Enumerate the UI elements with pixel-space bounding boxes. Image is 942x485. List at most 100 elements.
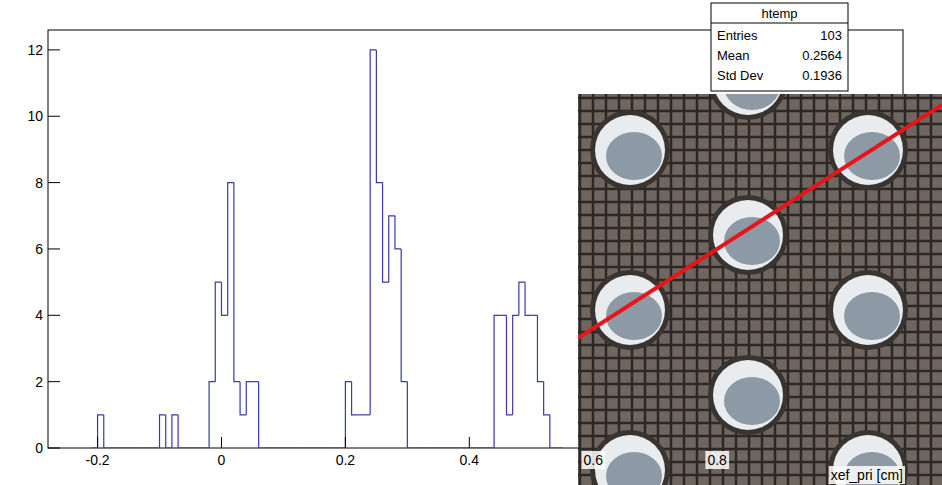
hist-bin [110, 447, 116, 448]
photo-hole-inner [606, 132, 662, 180]
photo-hole [713, 94, 783, 115]
hist-bin [160, 415, 166, 448]
hist-bin [191, 447, 197, 448]
photo-hole-rim [708, 195, 788, 275]
y-tick [48, 116, 60, 117]
x-tick [345, 437, 346, 448]
x-tick-label: 0.2 [336, 452, 356, 468]
photo-grid [800, 94, 803, 485]
photo [578, 94, 942, 485]
hist-bin [544, 382, 550, 415]
hist-bin [314, 447, 320, 448]
hist-bin [327, 447, 333, 448]
hist-bin [476, 447, 482, 448]
hist-bin [104, 415, 110, 448]
stats-box [711, 3, 848, 91]
hist-bin [302, 447, 308, 448]
hist-bin [265, 447, 271, 448]
hist-bin [296, 447, 302, 448]
photo-grid [709, 94, 712, 485]
hist-bin [321, 447, 327, 448]
chart: 024681012-0.200.20.40.60.8xef_pri [cm]ht… [0, 0, 942, 485]
photo-grid [787, 94, 790, 485]
y-tick-label: 2 [35, 374, 43, 390]
stats-label: Mean [717, 48, 750, 63]
hist-bin [215, 282, 221, 382]
photo-hole [713, 360, 783, 430]
photo-grid [826, 94, 829, 485]
x-axis-title: xef_pri [cm] [831, 467, 903, 483]
photo-grid [683, 94, 686, 485]
y-tick [48, 248, 60, 249]
hist-bin [438, 447, 444, 448]
hist-bin [203, 447, 209, 448]
photo-grid [774, 94, 777, 485]
hist-bin [389, 216, 395, 282]
hist-bin [209, 382, 215, 448]
hist-bin [277, 447, 283, 448]
y-tick [48, 315, 60, 316]
hist-bin [556, 447, 562, 448]
hist-bin [482, 447, 488, 448]
y-tick-label: 4 [35, 307, 43, 323]
hist-bin [129, 447, 135, 448]
y-tick-label: 10 [27, 108, 43, 124]
hist-bin [370, 50, 376, 415]
photo-grid [917, 94, 920, 485]
hist-bin [395, 216, 401, 249]
hist-bin [451, 447, 457, 448]
hist-bin [358, 414, 364, 415]
hist-bin [172, 415, 178, 448]
photo-hole-inner [844, 292, 900, 340]
hist-bin [488, 447, 494, 448]
y-tick-label: 8 [35, 175, 43, 191]
hist-bin [401, 249, 407, 382]
hist-bin [141, 447, 147, 448]
stats-title: htemp [761, 6, 797, 21]
hist-bin [407, 382, 413, 448]
y-tick [48, 448, 60, 449]
hist-bin [445, 447, 451, 448]
stats-label: Entries [717, 28, 758, 43]
photo-hole-rim [828, 430, 908, 485]
y-tick [48, 182, 60, 183]
hist-bin [463, 447, 469, 448]
histogram [91, 50, 562, 448]
stats-value: 0.1936 [802, 68, 842, 83]
hist-bin [383, 183, 389, 283]
hist-bin [135, 447, 141, 448]
hist-bin [376, 50, 382, 183]
photo-hole [595, 435, 665, 485]
hist-bin [513, 315, 519, 415]
photo-hole-rim [828, 270, 908, 350]
y-tick-label: 0 [35, 440, 43, 456]
photo-red-line [578, 105, 942, 338]
hist-bin [147, 447, 153, 448]
hist-bin [290, 447, 296, 448]
hist-bin [283, 447, 289, 448]
photo-hole-rim [708, 355, 788, 435]
photo-hole-inner [724, 94, 780, 110]
hist-bin [122, 447, 128, 448]
photo-grid [579, 94, 582, 485]
hist-bin [457, 447, 463, 448]
hist-bin [246, 382, 252, 415]
hist-bin [426, 447, 432, 448]
hist-bin [98, 415, 104, 448]
x-tick [221, 437, 222, 448]
photo-grid [930, 94, 933, 485]
y-tick-label: 6 [35, 241, 43, 257]
hist-bin [352, 382, 358, 415]
hist-bin [414, 447, 420, 448]
y-tick [48, 381, 60, 382]
x-tick-label: -0.2 [86, 452, 110, 468]
photo-hole-inner [606, 452, 662, 485]
hist-bin [271, 447, 277, 448]
hist-bin [525, 282, 531, 315]
hist-bin [308, 447, 314, 448]
x-tick [469, 437, 470, 448]
hist-bin [494, 315, 500, 448]
photo-grid [813, 94, 816, 485]
hist-bin [116, 447, 122, 448]
photo-hole-inner [724, 377, 780, 425]
